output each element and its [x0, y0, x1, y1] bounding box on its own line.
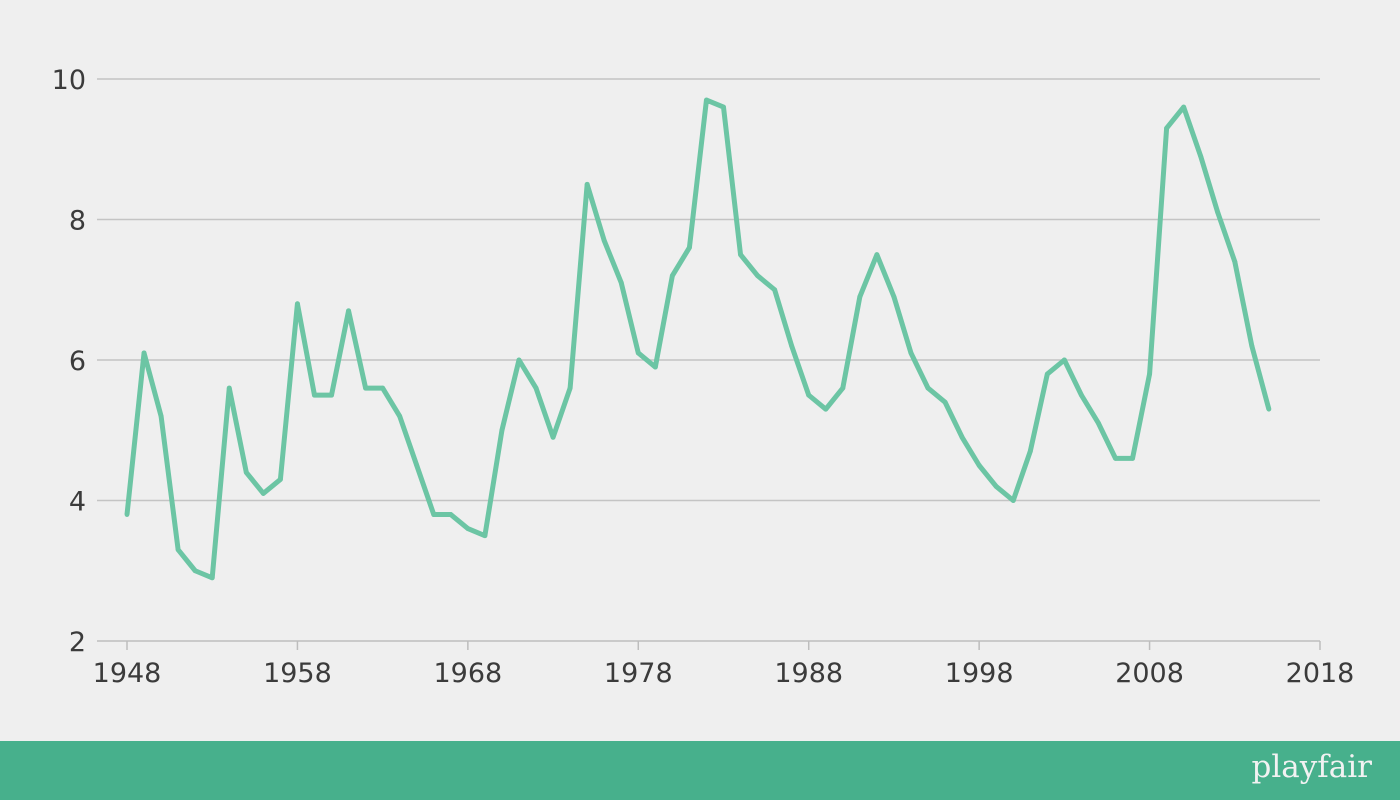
- data-point: [1027, 448, 1033, 454]
- data-point: [226, 385, 232, 391]
- x-tick-label: 2018: [1286, 658, 1355, 689]
- data-point: [1061, 357, 1067, 363]
- data-point: [755, 273, 760, 279]
- data-point: [312, 392, 317, 398]
- data-point: [1266, 406, 1272, 412]
- data-point: [704, 97, 709, 103]
- data-point: [533, 385, 539, 391]
- data-point: [1096, 420, 1101, 426]
- data-point: [806, 392, 812, 398]
- data-point: [158, 413, 164, 419]
- x-tick-label: 1968: [433, 658, 502, 689]
- gridlines: [97, 78, 1320, 502]
- y-axis-tick-labels: 2 4 6 8 10: [52, 65, 86, 658]
- data-point: [1232, 259, 1238, 265]
- data-point: [124, 512, 130, 517]
- data-point: [687, 245, 692, 251]
- data-point: [669, 273, 675, 279]
- x-tick-label: 1948: [93, 658, 162, 689]
- data-point: [295, 301, 300, 307]
- data-point: [192, 568, 198, 574]
- data-point: [618, 280, 624, 286]
- x-axis-tick-labels: 1948 1958 1968 1978 1988 1998 2008 2018: [93, 658, 1355, 689]
- data-point: [1010, 498, 1016, 503]
- data-point: [448, 512, 454, 517]
- data-point: [1130, 455, 1135, 461]
- data-point: [772, 287, 778, 293]
- y-tick-label: 6: [69, 346, 86, 377]
- data-point: [397, 413, 403, 419]
- y-tick-label: 2: [69, 627, 86, 658]
- data-point: [346, 308, 351, 314]
- data-point: [601, 238, 607, 243]
- data-point: [584, 181, 590, 187]
- data-point: [209, 575, 215, 581]
- data-point: [993, 484, 999, 489]
- data-point: [857, 294, 863, 300]
- data-point: [789, 343, 795, 349]
- line-chart: 2 4 6 8 10 1948 1958 1968 1978 1988 1998 2008 2018: [52, 65, 1355, 689]
- data-point: [1215, 210, 1221, 215]
- data-point: [550, 434, 556, 440]
- y-tick-label: 10: [52, 65, 86, 96]
- x-tick-label: 1978: [604, 658, 673, 689]
- data-point: [431, 512, 437, 517]
- data-point: [277, 477, 283, 482]
- series-line-0: [124, 97, 1272, 581]
- data-point: [414, 462, 420, 468]
- data-point: [1198, 153, 1204, 159]
- data-point: [976, 462, 982, 468]
- data-point: [243, 470, 249, 475]
- data-point: [942, 399, 948, 405]
- data-point: [516, 357, 522, 363]
- data-point: [1249, 343, 1255, 349]
- data-point: [908, 350, 914, 356]
- data-point: [959, 434, 965, 440]
- data-point: [874, 252, 880, 258]
- data-point: [1044, 371, 1050, 377]
- x-tick-label: 1988: [774, 658, 843, 689]
- data-point: [141, 350, 147, 356]
- data-point: [363, 385, 368, 391]
- data-point: [380, 385, 386, 391]
- data-point: [738, 252, 743, 258]
- data-point: [840, 385, 846, 391]
- data-point: [1113, 455, 1118, 461]
- data-point: [1181, 104, 1187, 110]
- x-tick-label: 2008: [1115, 658, 1184, 689]
- brand-logo: playfair: [1251, 749, 1372, 785]
- data-point: [925, 385, 931, 391]
- series-layer: [124, 97, 1272, 581]
- data-point: [721, 104, 726, 110]
- data-point: [465, 526, 471, 531]
- data-point: [823, 406, 829, 412]
- data-point: [329, 392, 334, 398]
- data-point: [499, 427, 505, 433]
- data-point: [635, 350, 641, 356]
- y-tick-label: 4: [69, 487, 86, 518]
- footer-bar: playfair: [0, 741, 1400, 800]
- y-tick-label: 8: [69, 206, 86, 237]
- data-point: [175, 547, 181, 553]
- data-point: [891, 294, 897, 300]
- data-point: [652, 364, 658, 370]
- data-point: [482, 533, 488, 539]
- x-axis: [97, 640, 1321, 650]
- data-point: [1147, 371, 1152, 377]
- data-point: [1079, 392, 1084, 398]
- x-tick-label: 1998: [945, 658, 1014, 689]
- data-point: [567, 385, 573, 391]
- x-tick-label: 1958: [263, 658, 332, 689]
- data-point: [1164, 125, 1170, 131]
- data-point: [260, 491, 266, 496]
